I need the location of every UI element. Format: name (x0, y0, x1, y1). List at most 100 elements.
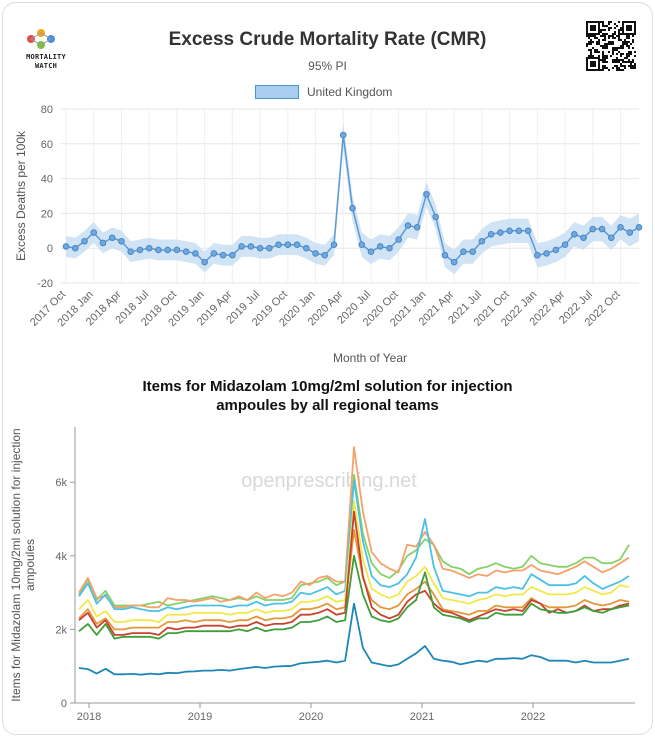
qr-module (610, 43, 612, 45)
chart1-legend[interactable]: United Kingdom (255, 83, 392, 101)
qr-module (616, 67, 618, 69)
qr-module (588, 37, 590, 39)
chart2-plot: 0 2k 4k 6k 2018 2019 2020 2021 2022 openprescribi… (9, 427, 635, 723)
qr-module (622, 69, 624, 71)
qr-module (612, 41, 614, 43)
qr-module (592, 41, 594, 43)
qr-module (628, 61, 630, 63)
chart2-xtick-label: 2019 (188, 711, 212, 723)
qr-module (634, 67, 636, 69)
qr-module (602, 33, 604, 35)
chart1-data-point (99, 239, 107, 247)
qr-module (596, 49, 598, 51)
qr-module (634, 65, 636, 67)
qr-module (598, 43, 600, 45)
qr-module (600, 21, 602, 23)
qr-module (632, 61, 634, 63)
qr-module (610, 27, 612, 29)
chart1-data-point (386, 244, 393, 252)
chart1-data-point (561, 241, 569, 249)
chart1-data-point (71, 244, 79, 252)
qr-module (598, 41, 600, 43)
qr-module (618, 39, 620, 41)
chart1-data-point (552, 246, 560, 254)
qr-module (620, 53, 622, 55)
chart1-data-point (302, 244, 310, 252)
chart1-data-point (339, 131, 347, 139)
qr-module (610, 21, 612, 23)
qr-module (596, 37, 598, 39)
qr-module (632, 39, 634, 41)
qr-module (618, 37, 620, 39)
chart1-ytick-label: -20 (37, 278, 53, 290)
qr-module (616, 35, 618, 37)
qr-module (626, 61, 628, 63)
qr-module (590, 53, 592, 55)
chart1-data-point (173, 246, 181, 254)
qr-module (620, 45, 622, 47)
qr-module (590, 51, 592, 53)
qr-module (620, 59, 622, 61)
qr-module (586, 43, 588, 45)
qr-module (620, 55, 622, 57)
qr-module (612, 59, 614, 61)
logo-text: MORTALITY WATCH (11, 53, 81, 71)
qr-module (608, 51, 610, 53)
qr-module (612, 35, 614, 37)
qr-module (612, 33, 614, 35)
chart2-xtick-label: 2020 (299, 711, 323, 723)
qr-module (590, 39, 592, 41)
qr-module (630, 65, 632, 67)
qr-module (604, 57, 606, 59)
chart2-ytick-label: 0 (61, 698, 67, 710)
chart1-ytick-label: 40 (41, 174, 53, 186)
chart1-data-point (321, 251, 329, 259)
qr-module (622, 45, 624, 47)
chart2-ytick-label: 6k (55, 477, 67, 489)
qr-module (618, 47, 620, 49)
qr-module (616, 69, 618, 71)
chart1-data-point (497, 229, 504, 236)
qr-module (622, 41, 624, 43)
chart1-data-point (580, 234, 587, 242)
qr-module (628, 35, 630, 37)
chart1-data-point (62, 243, 70, 250)
qr-module (614, 47, 616, 49)
chart1-data-point (136, 246, 144, 254)
qr-module (632, 59, 634, 61)
qr-module (592, 47, 594, 49)
qr-module (630, 51, 632, 53)
chart1-data-point (589, 225, 597, 233)
qr-module (606, 67, 608, 69)
qr-module (602, 55, 604, 57)
qr-module (602, 57, 604, 59)
qr-module (630, 63, 632, 65)
qr-module (608, 29, 610, 31)
qr-module (602, 25, 604, 27)
chart2-series-line (78, 602, 630, 676)
chart1-data-point (229, 251, 236, 259)
chart1-data-point (543, 250, 550, 257)
qr-module (632, 47, 634, 49)
qr-module (604, 39, 606, 41)
qr-module (630, 67, 632, 69)
qr-module (626, 53, 628, 55)
chart2-xtick-label: 2018 (77, 711, 101, 723)
qr-module (618, 61, 620, 63)
qr-module (606, 61, 608, 63)
qr-module (624, 65, 626, 67)
chart2-series-line (78, 510, 630, 636)
qr-module (622, 59, 624, 61)
qr-module (614, 65, 616, 67)
qr-module (616, 57, 618, 59)
qr-module (588, 43, 590, 45)
qr-code-icon (586, 21, 636, 71)
qr-module (604, 29, 606, 31)
qr-module (622, 65, 624, 67)
qr-module (606, 33, 608, 35)
chart1-data-point (219, 251, 227, 259)
chart1-data-point (81, 237, 88, 245)
qr-module (608, 69, 610, 71)
qr-module (598, 55, 600, 57)
